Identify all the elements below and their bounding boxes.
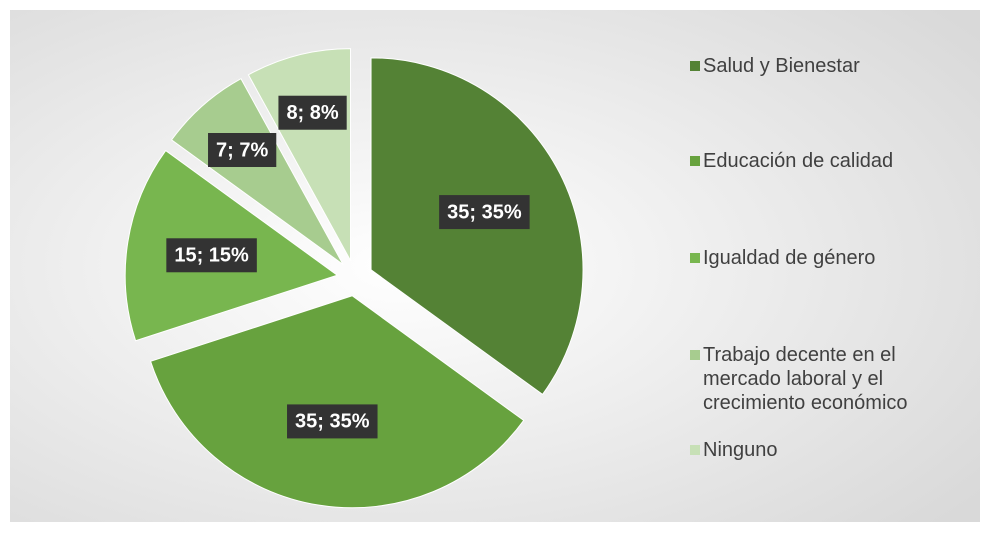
legend-item: Ninguno [690,438,960,462]
legend-item: Educación de calidad [690,149,960,173]
data-label-box [287,404,378,439]
legend-item: Trabajo decente en el mercado laboral y … [690,343,960,415]
legend-label: Trabajo decente en el mercado laboral y … [703,344,908,414]
legend-label: Salud y Bienestar [703,55,860,77]
legend-label: Educación de calidad [703,150,894,172]
legend-swatch [690,350,700,360]
pie-slice [149,295,525,509]
data-label-box [208,133,277,168]
data-label: 7; 7% [216,139,268,161]
legend-item: Salud y Bienestar [690,54,960,78]
pie-slice [170,78,344,265]
legend-label: Ninguno [703,439,778,461]
legend-swatch [690,61,700,71]
legend-swatch [690,445,700,455]
legend-swatch [690,253,700,263]
data-label-box [439,195,530,230]
data-label-box [278,95,347,130]
data-label: 35; 35% [447,201,522,223]
legend-swatch [690,156,700,166]
data-label: 15; 15% [174,245,249,267]
legend-item: Igualdad de género [690,246,960,270]
legend-label: Igualdad de género [703,247,876,269]
data-label: 8; 8% [286,102,338,124]
data-label-box [166,238,257,273]
data-label: 35; 35% [295,411,370,433]
